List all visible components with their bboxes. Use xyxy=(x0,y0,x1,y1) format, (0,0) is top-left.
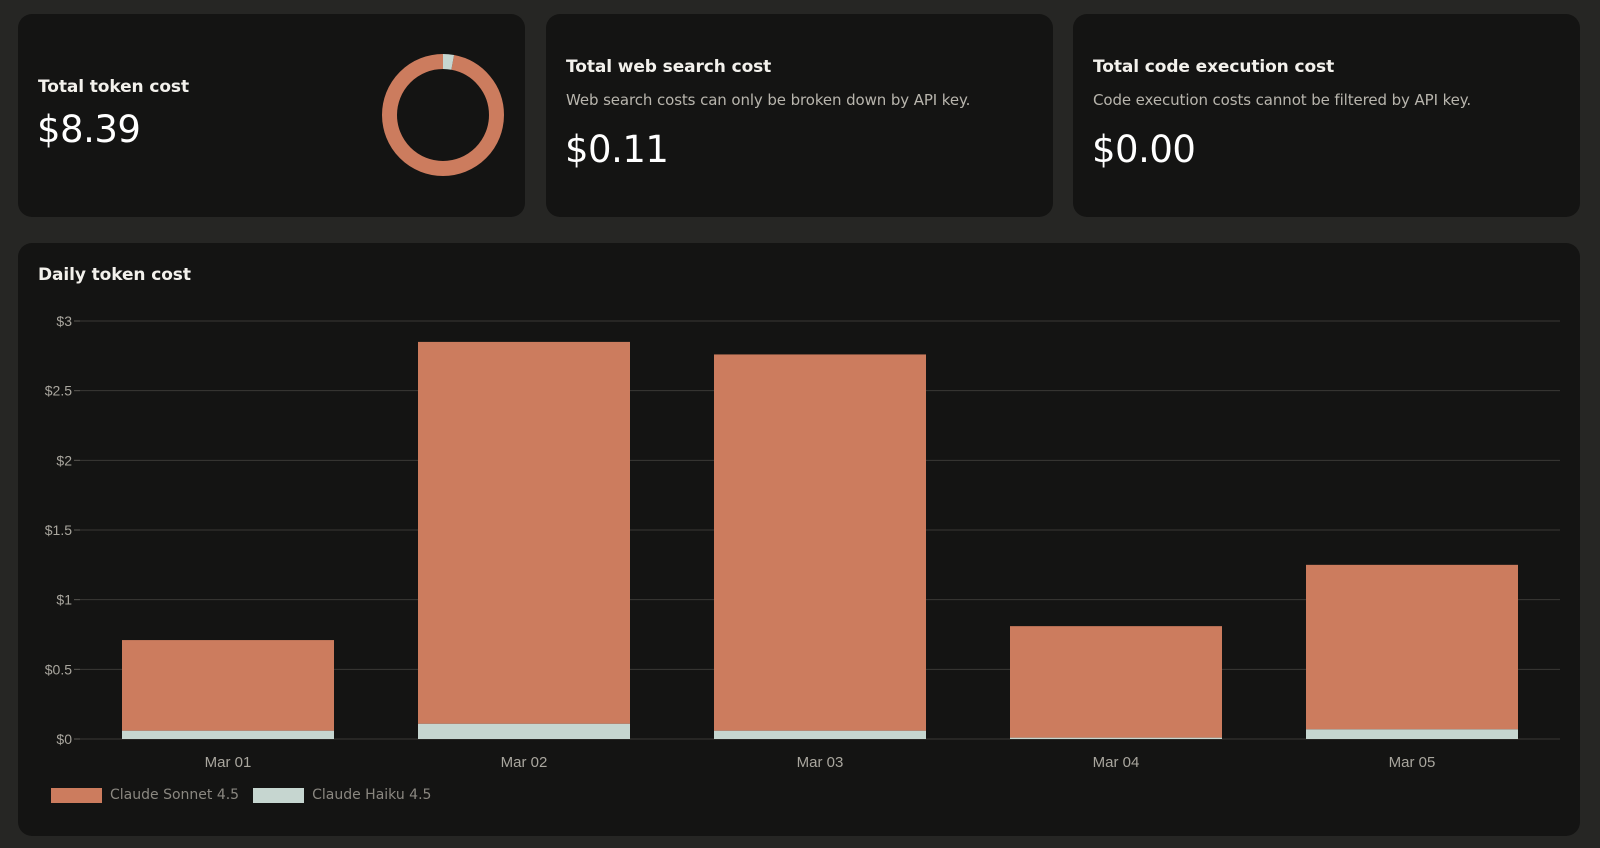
y-tick-label: $1 xyxy=(56,592,72,608)
x-tick-label: Mar 04 xyxy=(1093,754,1140,771)
card-title: Total code execution cost xyxy=(1093,57,1335,77)
y-tick-label: $2 xyxy=(56,452,72,468)
bar-haiku-mar-05[interactable] xyxy=(1306,729,1518,739)
total-code-execution-cost-card: Total code execution cost Code execution… xyxy=(1073,14,1580,217)
y-tick-label: $2.5 xyxy=(45,383,72,399)
total-web-search-cost-card: Total web search cost Web search costs c… xyxy=(546,14,1053,217)
legend-label: Claude Sonnet 4.5 xyxy=(110,787,240,803)
bar-sonnet-mar-02[interactable] xyxy=(418,341,630,724)
bar-haiku-mar-03[interactable] xyxy=(714,730,926,739)
donut-segment-sonnet[interactable] xyxy=(382,54,504,176)
chart-legend: Claude Sonnet 4.5 Claude Haiku 4.5 xyxy=(51,787,445,803)
daily-token-cost-chart: $0 $0.5 $1 $1.5 $2 $2.5 $3 Mar 01 Mar 02 Mar 03 Ma… xyxy=(45,313,1560,771)
legend-swatch xyxy=(51,787,102,803)
legend-swatch xyxy=(253,787,305,803)
y-tick-label: $1.5 xyxy=(45,522,72,538)
bar-sonnet-mar-04[interactable] xyxy=(1010,626,1222,738)
bar-sonnet-mar-05[interactable] xyxy=(1306,564,1518,730)
card-value: $8.39 xyxy=(37,108,141,151)
bar-sonnet-mar-03[interactable] xyxy=(714,354,926,731)
bar-haiku-mar-02[interactable] xyxy=(418,723,630,739)
daily-token-cost-card: Daily token cost $0 $0.5 $1 $1.5 $2 $2.5 $3 Mar… xyxy=(18,243,1580,836)
token-cost-donut xyxy=(382,54,504,176)
y-tick-label: $0.5 xyxy=(45,661,72,677)
bar-sonnet-mar-01[interactable] xyxy=(122,640,334,731)
chart-title: Daily token cost xyxy=(38,265,191,285)
x-tick-label: Mar 01 xyxy=(205,754,252,771)
card-value: $0.11 xyxy=(565,128,669,171)
legend-label: Claude Haiku 4.5 xyxy=(312,787,432,803)
card-subtitle: Code execution costs cannot be filtered … xyxy=(1093,91,1472,109)
bar-haiku-mar-04[interactable] xyxy=(1010,737,1222,739)
y-tick-label: $0 xyxy=(56,731,72,747)
x-tick-label: Mar 03 xyxy=(797,754,844,771)
card-value: $0.00 xyxy=(1092,128,1196,171)
legend-item-sonnet[interactable]: Claude Sonnet 4.5 xyxy=(51,787,239,803)
bar-haiku-mar-01[interactable] xyxy=(122,730,334,739)
card-subtitle: Web search costs can only be broken down… xyxy=(566,91,971,109)
legend-item-haiku[interactable]: Claude Haiku 4.5 xyxy=(253,787,431,803)
y-tick-label: $3 xyxy=(56,313,72,329)
x-tick-label: Mar 05 xyxy=(1389,754,1436,771)
x-tick-label: Mar 02 xyxy=(501,754,548,771)
total-token-cost-card: Total token cost $8.39 xyxy=(18,14,525,217)
card-title: Total web search cost xyxy=(566,57,772,77)
donut-segment-haiku[interactable] xyxy=(382,54,504,176)
card-title: Total token cost xyxy=(38,77,189,97)
